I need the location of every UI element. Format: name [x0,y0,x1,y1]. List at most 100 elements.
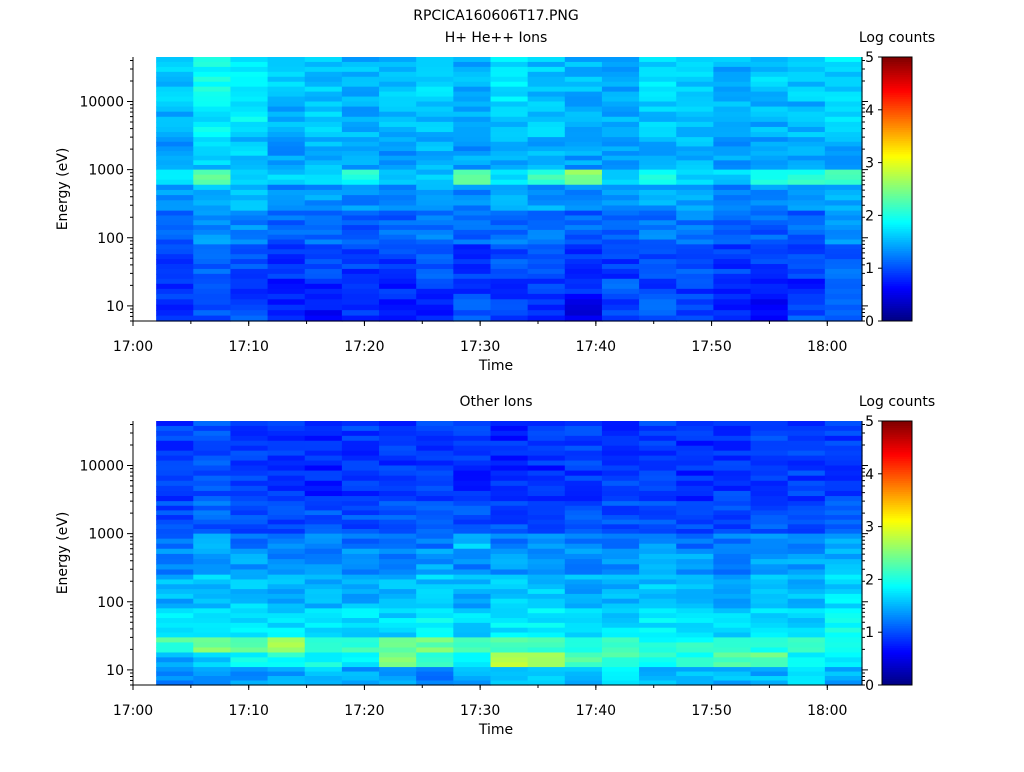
heatmap-cell [379,613,417,619]
heatmap-cell [230,425,269,432]
heatmap-cell [230,450,269,457]
heatmap-cell [230,680,269,686]
heatmap-cell [750,569,789,576]
heatmap-cell [564,179,603,186]
heatmap-cell [341,249,380,255]
heatmap-cell [639,475,677,482]
heatmap-cell [824,450,863,457]
heatmap-cell [267,496,306,502]
colorbar-swatch [882,219,912,223]
heatmap-cell [639,299,677,306]
heatmap-cell [341,445,380,452]
heatmap-cell [824,249,863,255]
heatmap-cell [304,632,343,638]
heatmap-cell [824,141,863,148]
heatmap-cell [564,205,603,212]
heatmap-cell [527,220,566,226]
heatmap-cell [527,490,566,497]
heatmap-cell [713,244,752,250]
heatmap-cell [676,652,714,658]
colorbar-swatch [882,294,912,298]
colorbar-swatch [882,164,912,168]
heatmap-cell [639,132,677,138]
heatmap-cell [787,425,826,432]
heatmap-cell [824,210,863,217]
heatmap-cell [416,632,454,638]
heatmap-cell [230,622,269,629]
colorbar-swatch [882,224,912,227]
colorbar-swatch [882,449,912,453]
colorbar-swatch [882,292,912,296]
heatmap-cell [639,421,677,427]
heatmap-cell [156,618,194,624]
heatmap-cell [490,622,529,629]
heatmap-cell [490,234,529,241]
heatmap-cell [156,200,194,207]
heatmap-cell [193,548,232,555]
x-tick-label: 17:30 [460,703,500,719]
heatmap-cell [230,559,269,565]
heatmap-cell [601,505,640,512]
heatmap-cell [230,574,269,581]
heatmap-cell [304,164,343,171]
heatmap-cell [601,146,640,152]
heatmap-cell [490,174,529,181]
heatmap-cell [564,667,603,673]
colorbar-swatch [882,436,912,440]
colorbar-swatch [882,186,912,190]
heatmap-cell [787,164,826,171]
heatmap-cell [193,475,232,482]
heatmap-cell [824,184,863,191]
heatmap-cell [601,543,640,550]
heatmap-cell [527,505,566,512]
heatmap-cell [750,205,789,212]
heatmap-cell [416,445,454,452]
heatmap-cell [453,538,492,545]
heatmap-cell [490,116,529,123]
colorbar-swatch [882,660,912,664]
heatmap-cell [676,71,714,78]
heatmap-cell [713,559,752,565]
heatmap-cell [230,141,269,148]
heatmap-cell [341,603,380,609]
colorbar-swatch [882,272,912,276]
colorbar-swatch [882,142,912,146]
heatmap-cell [193,559,232,565]
heatmap-cell [453,315,492,322]
heatmap-cell [564,304,603,311]
heatmap-cell [750,533,789,540]
heatmap-cell [379,559,417,565]
heatmap-cell [713,304,752,311]
heatmap-cell [527,430,566,437]
colorbar-swatch [882,305,912,309]
heatmap-cell [713,553,752,560]
heatmap-cell [676,96,714,103]
heatmap-cell [230,543,269,550]
heatmap-cell [156,622,194,629]
heatmap-cell [639,553,677,560]
heatmap-cell [564,589,603,595]
heatmap-cell [787,676,826,682]
heatmap-cell [416,239,454,245]
heatmap-cell [416,164,454,171]
colorbar-tick-label: 0 [865,678,874,694]
heatmap-cell [601,137,640,143]
heatmap-cell [639,137,677,143]
heatmap-cell [341,430,380,437]
heatmap-cell [453,151,492,157]
colorbar-swatch [882,610,912,613]
heatmap-cell [750,215,789,221]
heatmap-cell [379,538,417,545]
heatmap-cell [787,475,826,482]
heatmap-cell [824,637,863,644]
heatmap-cell [676,524,714,530]
heatmap-cell [527,553,566,560]
heatmap-cell [156,288,194,295]
heatmap-cell [676,430,714,437]
heatmap-cell [564,559,603,565]
heatmap-cell [156,315,194,322]
heatmap-cell [824,164,863,171]
heatmap-cell [676,141,714,148]
y-tick-label: 10000 [79,95,124,111]
